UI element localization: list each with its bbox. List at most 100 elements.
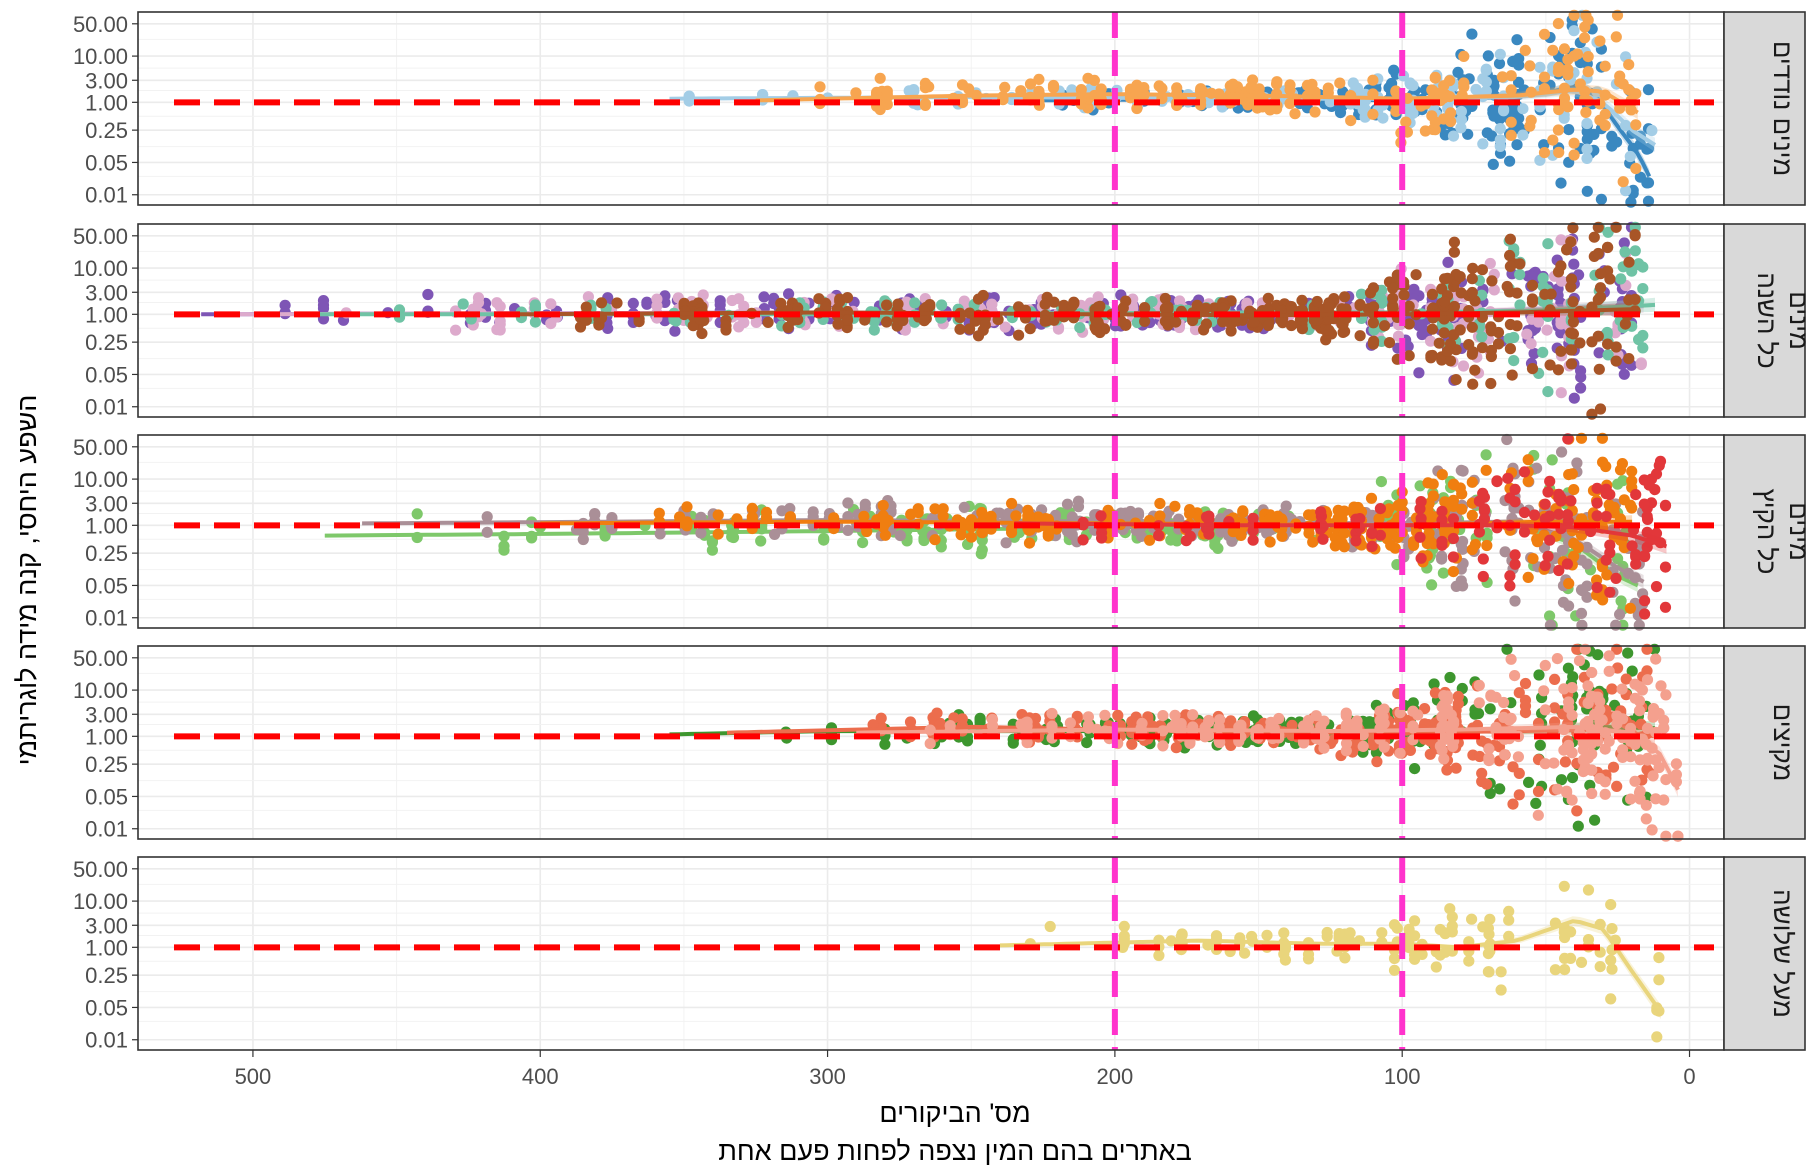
data-point <box>738 317 750 329</box>
data-point <box>1650 468 1663 480</box>
data-point <box>1415 552 1427 564</box>
data-point <box>1555 774 1568 786</box>
data-point <box>1340 745 1352 757</box>
facet-strip-label: מינים נודדים <box>1768 41 1798 176</box>
data-point <box>1655 680 1667 692</box>
data-point <box>1524 60 1536 72</box>
data-point <box>1518 506 1531 519</box>
data-point <box>1447 494 1459 506</box>
data-point <box>1566 709 1578 721</box>
data-point <box>1642 513 1654 526</box>
data-point <box>1279 943 1291 955</box>
data-point <box>1139 302 1151 314</box>
data-point <box>1530 797 1542 810</box>
data-point <box>1455 114 1467 126</box>
data-point <box>611 297 623 309</box>
data-point <box>1425 352 1437 364</box>
data-point <box>1334 77 1346 89</box>
data-point <box>669 325 681 337</box>
data-point <box>1597 594 1609 606</box>
data-point <box>1265 716 1277 729</box>
data-point <box>1377 112 1389 124</box>
data-point <box>1371 756 1383 768</box>
facet-strip-label: מינים <box>1784 291 1806 350</box>
data-point <box>450 324 462 336</box>
data-point <box>924 738 936 750</box>
data-point <box>972 293 985 305</box>
data-point <box>1538 71 1551 83</box>
data-point <box>1522 454 1534 466</box>
data-point <box>894 530 906 542</box>
data-point <box>633 316 645 328</box>
data-point <box>746 502 758 514</box>
data-point <box>1296 323 1308 335</box>
y-tick-label: 50.00 <box>73 646 128 671</box>
data-point <box>1169 500 1181 512</box>
y-tick-label: 0.25 <box>85 330 128 355</box>
data-point <box>1602 338 1614 350</box>
y-tick-label: 0.05 <box>85 150 128 175</box>
data-point <box>1611 718 1623 730</box>
data-point <box>1531 462 1543 474</box>
data-point <box>1508 331 1520 344</box>
data-point <box>1374 705 1386 717</box>
y-tick-label: 0.05 <box>85 784 128 809</box>
data-point <box>1298 737 1310 749</box>
data-point <box>1517 103 1529 115</box>
data-point <box>1625 793 1637 805</box>
data-point <box>1279 954 1291 966</box>
data-point <box>1416 328 1428 341</box>
data-point <box>1439 273 1451 285</box>
data-point <box>903 85 915 97</box>
data-point <box>1476 342 1488 354</box>
data-point <box>1505 129 1517 141</box>
data-point <box>1338 541 1350 553</box>
y-tick-label: 1.00 <box>85 935 128 960</box>
data-point <box>1480 464 1492 476</box>
data-point <box>1436 711 1448 723</box>
data-point <box>1579 32 1591 44</box>
data-point <box>1565 926 1577 938</box>
data-point <box>1488 110 1500 122</box>
data-point <box>1504 343 1516 355</box>
data-point <box>1559 756 1571 768</box>
data-point <box>965 531 978 543</box>
data-point <box>1567 222 1579 234</box>
data-point <box>641 296 653 308</box>
data-point <box>1641 541 1653 553</box>
data-point <box>1537 346 1549 358</box>
data-point <box>529 299 542 311</box>
data-point <box>1558 683 1570 695</box>
facet-strip-label: כל הקיץ <box>1752 489 1782 575</box>
data-point <box>1466 509 1478 521</box>
data-point <box>1484 787 1496 800</box>
data-point <box>1553 61 1565 73</box>
y-tick-label: 50.00 <box>73 435 128 460</box>
data-point <box>1473 526 1485 538</box>
data-point <box>1039 315 1051 327</box>
data-point <box>1522 571 1534 584</box>
data-point <box>784 502 796 515</box>
data-point <box>1624 150 1636 163</box>
data-point <box>1577 754 1589 766</box>
data-point <box>1455 105 1467 118</box>
data-point <box>1571 457 1583 469</box>
data-point <box>1491 475 1503 487</box>
data-point <box>1264 104 1276 116</box>
data-point <box>1466 273 1478 285</box>
data-point <box>1339 291 1351 303</box>
data-point <box>1519 44 1531 57</box>
data-point <box>1601 326 1613 339</box>
data-point <box>1639 608 1651 620</box>
data-point <box>1630 162 1642 175</box>
data-point <box>1525 338 1537 350</box>
data-point <box>1400 116 1412 128</box>
data-point <box>1426 323 1438 335</box>
data-point <box>1466 476 1478 488</box>
data-point <box>904 716 917 728</box>
data-point <box>1591 497 1603 509</box>
data-point <box>1511 139 1523 151</box>
data-point <box>1526 279 1539 291</box>
data-point <box>1286 719 1298 732</box>
